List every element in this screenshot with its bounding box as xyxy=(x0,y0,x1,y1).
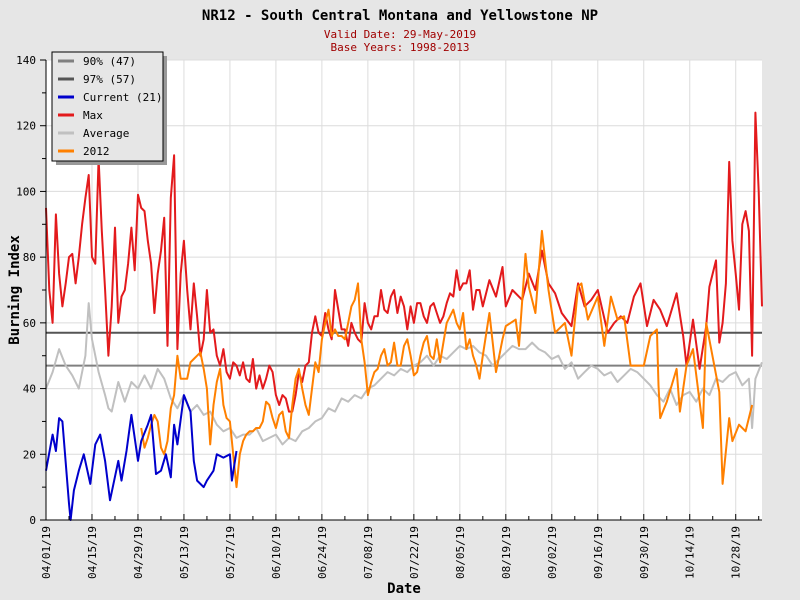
x-tick-label: 10/14/19 xyxy=(684,526,697,579)
y-tick-label: 0 xyxy=(29,514,36,527)
y-tick-label: 140 xyxy=(16,54,36,67)
series-line-2012 xyxy=(140,229,754,489)
x-tick-label: 04/01/19 xyxy=(40,526,53,579)
series-line-current-21 xyxy=(45,394,238,521)
y-tick-label: 120 xyxy=(16,120,36,133)
y-tick-label: 100 xyxy=(16,185,36,198)
legend-label: 2012 xyxy=(83,145,110,158)
chart-subtitle-valid-date: Valid Date: 29-May-2019 xyxy=(324,28,476,41)
x-tick-label: 06/10/19 xyxy=(270,526,283,579)
chart-title: NR12 - South Central Montana and Yellows… xyxy=(202,8,598,24)
legend-label: 90% (47) xyxy=(83,55,136,68)
legend: 90% (47) 97% (57) Current (21) Max Average 20… xyxy=(51,51,167,165)
legend-label: 97% (57) xyxy=(83,73,136,86)
y-tick-label: 60 xyxy=(23,317,36,330)
y-tick-label: 80 xyxy=(23,251,36,264)
x-tick-label: 05/13/19 xyxy=(178,526,191,579)
x-tick-label: 08/05/19 xyxy=(454,526,467,579)
legend-label: Max xyxy=(83,109,103,122)
x-tick-label: 04/29/19 xyxy=(132,526,145,579)
x-axis-label: Date xyxy=(387,581,421,597)
x-tick-label: 10/28/19 xyxy=(730,526,743,579)
legend-box xyxy=(51,51,164,162)
legend-label: Current (21) xyxy=(83,91,162,104)
x-tick-label: 05/27/19 xyxy=(224,526,237,579)
y-tick-label: 40 xyxy=(23,383,36,396)
x-tick-label: 06/24/19 xyxy=(316,526,329,579)
x-tick-label: 07/08/19 xyxy=(362,526,375,579)
chart-subtitle-base-years: Base Years: 1998-2013 xyxy=(330,41,469,54)
x-tick-label: 09/16/19 xyxy=(592,526,605,579)
x-tick-label: 09/30/19 xyxy=(638,526,651,579)
legend-label: Average xyxy=(83,127,129,140)
x-tick-label: 07/22/19 xyxy=(408,526,421,579)
series-lines xyxy=(45,111,763,521)
series-line-average xyxy=(45,302,763,446)
x-tick-label: 08/19/19 xyxy=(500,526,513,579)
x-tick-label: 04/15/19 xyxy=(86,526,99,579)
y-tick-label: 20 xyxy=(23,448,36,461)
series-line-max xyxy=(45,111,763,413)
x-tick-label: 09/02/19 xyxy=(546,526,559,579)
axes: 0 20 40 60 80 100 120 140 04/01/19 04/15/19 04/29/… xyxy=(16,54,762,579)
y-axis-label: Burning Index xyxy=(7,235,23,345)
